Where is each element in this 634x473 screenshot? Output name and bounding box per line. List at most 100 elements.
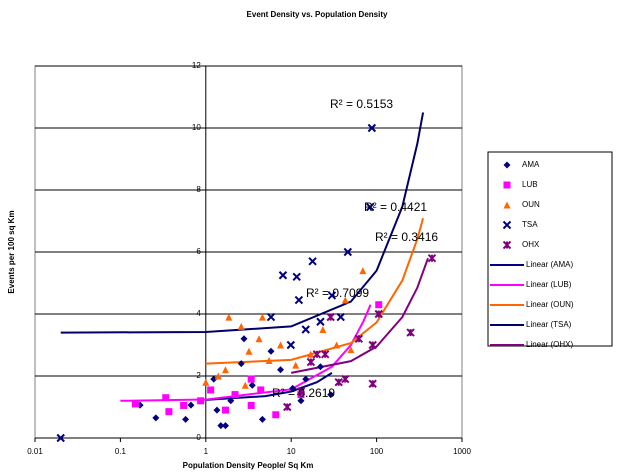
marker [245,347,253,355]
marker [343,247,353,257]
marker [258,415,266,423]
marker [326,312,335,322]
y-tick-label: 2 [196,371,201,380]
x-tick-label: 0.1 [115,447,127,456]
y-axis-title: Events per 100 sq Km [7,210,16,293]
marker [56,433,65,443]
marker [131,400,139,408]
legend-label: OUN [522,200,540,209]
marker [333,341,341,349]
marker [320,350,330,359]
marker [289,384,297,392]
marker [267,347,275,355]
marker [277,366,285,374]
marker [272,411,280,419]
marker [202,378,210,386]
annotation: R² = 0.5153 [330,97,393,111]
annotation: R² = 0.7099 [306,286,369,300]
legend-label: LUB [522,180,538,189]
marker [152,414,160,422]
marker [283,402,292,412]
legend-label: Linear (LUB) [526,280,572,289]
marker [294,295,304,305]
legend-label: TSA [522,220,538,229]
trendline [291,257,429,374]
marker [334,377,343,387]
marker [341,374,350,384]
marker [307,350,315,358]
marker [365,202,375,212]
legend-marker [503,161,511,169]
marker [221,422,229,430]
marker [213,406,221,414]
y-tick-label: 10 [192,123,201,132]
legend-label: OHX [522,240,540,249]
marker [359,267,367,275]
legend-label: Linear (OHX) [526,340,573,349]
legend-marker [502,240,512,250]
x-tick-label: 1 [204,447,209,456]
marker [258,313,266,321]
marker [255,335,263,343]
marker [187,401,195,409]
x-tick-label: 100 [370,447,384,456]
legend-label: Linear (OUN) [526,300,574,309]
marker [406,328,415,337]
marker [248,381,256,389]
marker [327,291,337,300]
marker [297,397,305,405]
marker [374,309,383,319]
annotation: R² = 0.4421 [364,200,427,214]
marker [341,296,349,304]
legend-label: Linear (TSA) [526,320,572,329]
trendline [205,372,333,401]
marker [312,350,322,359]
marker [247,401,255,409]
marker [217,422,225,430]
marker [257,386,265,394]
marker [247,375,255,383]
marker [221,366,229,374]
marker [227,397,235,405]
marker [265,357,273,364]
legend-marker [503,181,511,189]
marker [197,397,205,405]
marker [237,360,245,368]
marker [347,346,355,354]
marker [207,386,215,394]
x-tick-label: 10 [287,447,296,456]
legend-marker [503,201,511,209]
marker [180,401,188,409]
y-tick-label: 12 [192,61,201,70]
marker [301,325,310,334]
marker [319,326,327,333]
marker [266,312,276,322]
marker [368,379,377,388]
legend-label: AMA [522,160,540,169]
legend-marker [502,220,512,230]
chart-title: Event Density vs. Population Density [247,10,388,19]
marker [278,271,288,280]
annotation: R² = 0.2619 [272,386,335,400]
marker [306,357,316,367]
marker [162,394,170,402]
legend [487,151,613,347]
marker [327,391,335,399]
marker [354,334,364,344]
marker [375,301,383,309]
marker [214,372,222,380]
x-tick-label: 1000 [453,447,471,456]
marker [292,272,301,282]
legend-label: Linear (AMA) [526,260,573,269]
marker [367,123,377,133]
marker [210,375,218,383]
marker [368,340,377,350]
marker [316,317,325,326]
trendline [120,304,372,402]
y-tick-label: 6 [196,247,201,256]
marker [221,406,229,414]
trendline [205,217,425,365]
x-axis-title: Population Density People/ Sq Km [183,461,314,470]
marker [286,340,296,350]
